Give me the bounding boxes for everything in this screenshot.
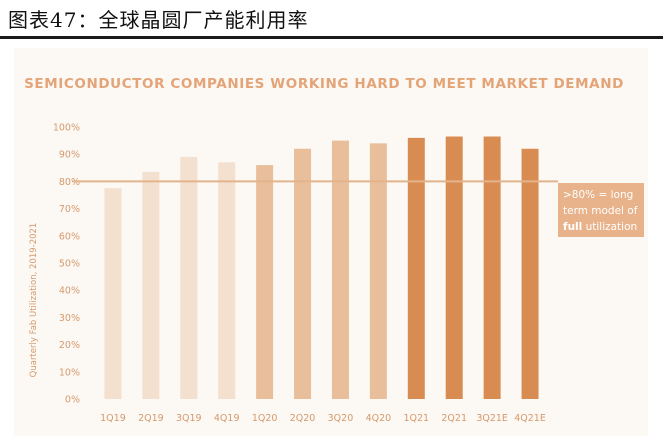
bars xyxy=(104,136,539,399)
chart-frame: SEMICONDUCTOR COMPANIES WORKING HARD TO … xyxy=(14,48,648,436)
x-tick-label: 1Q20 xyxy=(252,413,278,424)
annotation-line-2: term model of xyxy=(563,205,638,217)
bar-3q19 xyxy=(180,156,198,399)
x-tick-label: 4Q21E xyxy=(514,413,546,424)
y-tick-label: 0% xyxy=(65,395,80,406)
bar-4q20 xyxy=(369,143,387,399)
x-tick-label: 3Q21E xyxy=(476,413,508,424)
y-tick-label: 80% xyxy=(59,177,80,188)
bar-2q20 xyxy=(294,148,312,399)
x-tick-label: 2Q19 xyxy=(138,413,164,424)
x-tick-label: 1Q21 xyxy=(403,413,429,424)
chart-title: SEMICONDUCTOR COMPANIES WORKING HARD TO … xyxy=(24,76,624,92)
bar-3q21e xyxy=(483,136,501,399)
x-tick-label: 4Q19 xyxy=(214,413,240,424)
bar-4q21e xyxy=(521,148,539,399)
y-tick-label: 90% xyxy=(59,150,80,161)
annotation-box: >80% = long term model of full utilizati… xyxy=(558,183,644,237)
bar-1q19 xyxy=(104,188,122,399)
bar-2q21 xyxy=(445,136,463,399)
bar-3q20 xyxy=(331,140,349,399)
y-tick-label: 40% xyxy=(59,286,80,297)
x-tick-label: 3Q19 xyxy=(176,413,202,424)
bar-2q19 xyxy=(142,171,160,399)
y-tick-label: 30% xyxy=(59,313,80,324)
annotation-line-3: full utilization xyxy=(563,221,637,233)
y-tick-label: 50% xyxy=(59,259,80,270)
bar-4q19 xyxy=(218,162,236,399)
x-tick-label: 3Q20 xyxy=(328,413,354,424)
y-tick-label: 20% xyxy=(59,340,80,351)
figure-caption: 图表47：全球晶圆厂产能利用率 xyxy=(8,8,309,32)
y-tick-label: 100% xyxy=(53,123,80,134)
y-tick-label: 10% xyxy=(59,367,80,378)
y-tick-label: 60% xyxy=(59,231,80,242)
bar-1q20 xyxy=(256,165,274,399)
annotation-line-1: >80% = long xyxy=(563,189,633,201)
x-axis-ticks: 1Q19 2Q19 3Q19 4Q19 1Q20 2Q20 3Q20 4Q20 1Q21 2Q21… xyxy=(100,413,546,424)
x-tick-label: 2Q21 xyxy=(441,413,467,424)
bar-chart: SEMICONDUCTOR COMPANIES WORKING HARD TO … xyxy=(24,76,644,424)
y-tick-label: 70% xyxy=(59,204,80,215)
annotation-background xyxy=(558,183,644,237)
x-tick-label: 4Q20 xyxy=(366,413,392,424)
y-axis-ticks: 0% 10% 20% 30% 40% 50% 60% 70% 80% 90% 100% xyxy=(53,123,80,406)
bar-1q21 xyxy=(407,137,425,399)
x-tick-label: 2Q20 xyxy=(290,413,316,424)
caption-rule xyxy=(0,36,663,39)
annotation-line-3-rest: utilization xyxy=(582,221,637,233)
y-axis-label: Quarterly Fab Utilization, 2019-2021 xyxy=(29,223,39,378)
x-tick-label: 1Q19 xyxy=(100,413,126,424)
annotation-bold-word: full xyxy=(563,221,582,233)
